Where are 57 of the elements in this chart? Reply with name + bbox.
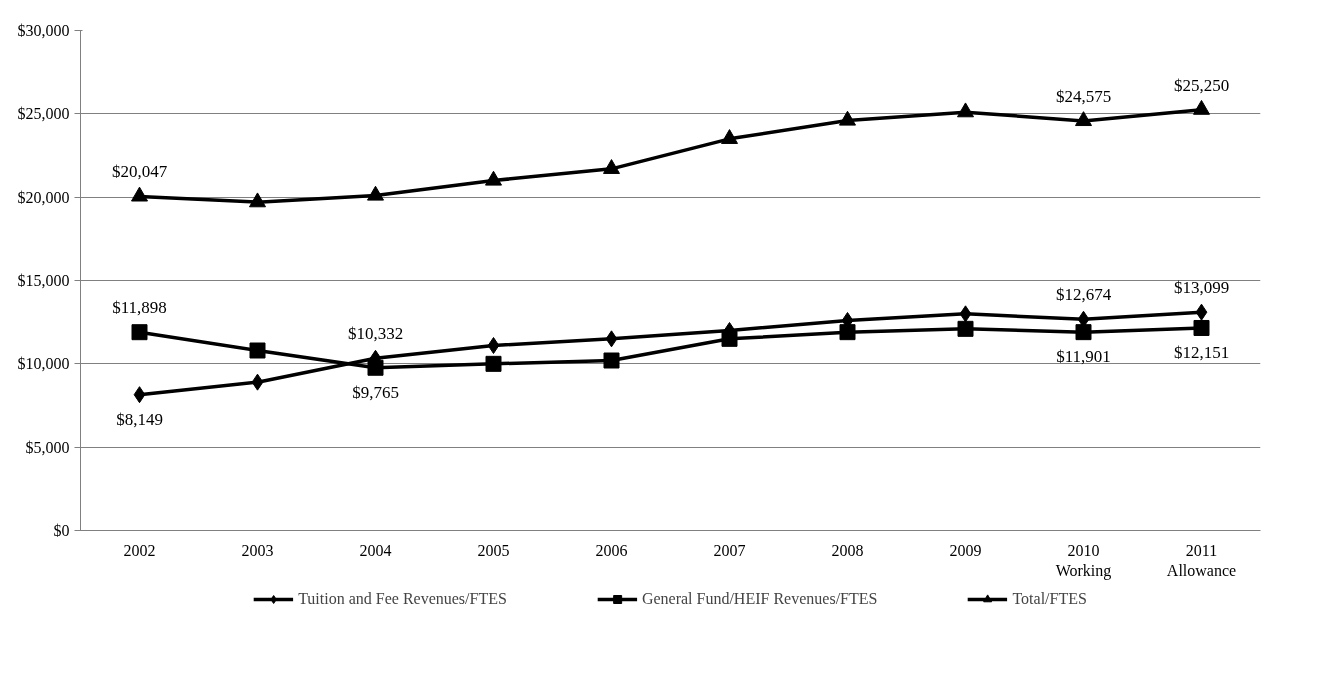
- data-label: $8,149: [116, 409, 163, 429]
- point: [249, 192, 266, 208]
- point: [485, 355, 502, 372]
- x-tick-label: 2004: [359, 541, 392, 559]
- data-label: $13,099: [1173, 278, 1230, 298]
- legend-label: General Fund/HEIF Revenues/FTES: [641, 590, 878, 608]
- point: [839, 110, 856, 126]
- x-tick-label: 2007: [713, 541, 746, 559]
- point: [367, 185, 384, 201]
- y-tick-label: $15,000: [17, 272, 70, 289]
- point: [605, 330, 618, 348]
- data-label: $9,765: [352, 382, 399, 402]
- point: [485, 170, 502, 186]
- point: [131, 324, 148, 341]
- x-tick-label: 2003: [241, 541, 274, 559]
- point: [721, 129, 738, 144]
- point: [251, 373, 264, 391]
- legend-label: Tuition and Fee Revenues/FTES: [298, 590, 507, 608]
- point: [249, 342, 266, 359]
- point: [603, 159, 620, 174]
- data-label: $12,674: [1055, 285, 1112, 305]
- y-tick-label: $5,000: [25, 438, 70, 456]
- x-tick-label: 2011 Allowance: [1166, 541, 1237, 579]
- point: [957, 320, 974, 337]
- data-label: $20,047: [111, 162, 168, 182]
- x-tick-label: 2010 Working: [1055, 541, 1112, 580]
- point: [133, 386, 146, 404]
- point: [721, 330, 738, 347]
- x-tick-label: 2008: [831, 541, 864, 559]
- y-tick-label: $30,000: [17, 22, 70, 39]
- point: [487, 337, 500, 354]
- point: [839, 324, 856, 341]
- y-tick-label: $25,000: [17, 105, 70, 123]
- data-label: $25,250: [1173, 75, 1230, 95]
- point: [603, 352, 620, 369]
- y-tick-label: $10,000: [17, 355, 70, 373]
- y-tick-label: $0: [53, 522, 70, 539]
- point: [1193, 319, 1210, 336]
- data-label: $11,898: [112, 298, 167, 318]
- legend-label: Total/FTES: [1012, 590, 1087, 608]
- y-tick-label: $20,000: [17, 188, 70, 206]
- data-label: $12,151: [1173, 342, 1230, 362]
- x-tick-label: 2005: [477, 541, 510, 559]
- data-label: $24,575: [1055, 86, 1112, 106]
- data-label: $11,901: [1056, 347, 1111, 367]
- data-label: $10,332: [347, 324, 404, 344]
- point: [131, 186, 148, 202]
- point: [1193, 99, 1210, 115]
- point: [367, 359, 384, 376]
- x-tick-label: 2006: [595, 541, 628, 559]
- point: [1195, 303, 1208, 321]
- point: [957, 102, 974, 118]
- point: [1075, 111, 1092, 127]
- x-tick-label: 2009: [949, 541, 982, 559]
- x-tick-label: 2002: [123, 541, 156, 559]
- point: [1075, 324, 1092, 341]
- point: [959, 305, 972, 323]
